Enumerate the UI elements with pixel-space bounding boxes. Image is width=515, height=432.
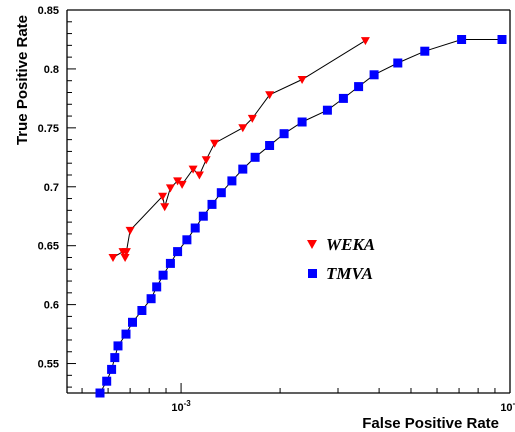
weka-point bbox=[108, 254, 118, 262]
weka-point bbox=[160, 203, 170, 212]
weka-line bbox=[112, 40, 366, 260]
legend-marker-tmva bbox=[308, 269, 317, 278]
weka-point bbox=[360, 37, 370, 46]
weka-point bbox=[238, 124, 248, 133]
legend-marker-weka bbox=[307, 240, 317, 249]
tmva-point bbox=[121, 329, 131, 339]
y-tick-label: 0.55 bbox=[38, 359, 59, 371]
x-axis-title: False Positive Rate bbox=[362, 415, 499, 432]
tmva-point bbox=[338, 93, 348, 103]
tmva-point bbox=[173, 247, 183, 257]
tmva-point bbox=[146, 294, 156, 304]
tmva-point bbox=[420, 46, 430, 56]
weka-point bbox=[247, 114, 257, 123]
tmva-point bbox=[107, 364, 117, 374]
weka-point bbox=[297, 76, 307, 84]
tmva-point bbox=[227, 176, 237, 186]
x-tick-label: 10-2 bbox=[500, 399, 515, 414]
tmva-point bbox=[207, 199, 217, 209]
tmva-point bbox=[265, 141, 275, 150]
weka-point bbox=[165, 184, 175, 193]
tmva-point bbox=[198, 211, 208, 221]
tmva-point bbox=[369, 70, 379, 80]
weka-point bbox=[125, 226, 135, 235]
tmva-point bbox=[322, 105, 332, 115]
weka-point bbox=[120, 254, 130, 262]
tmva-point bbox=[393, 58, 403, 68]
tmva-point bbox=[190, 223, 200, 233]
legend-label-weka: WEKA bbox=[326, 235, 375, 254]
y-tick-label: 0.6 bbox=[44, 300, 59, 312]
tmva-point bbox=[165, 258, 175, 268]
weka-point bbox=[201, 156, 211, 165]
x-ticks: 10-3 10-2 bbox=[81, 383, 515, 414]
tmva-point bbox=[128, 317, 137, 327]
tmva-point bbox=[497, 35, 507, 44]
tmva-point bbox=[152, 282, 162, 292]
y-tick-label: 0.85 bbox=[38, 5, 59, 17]
tmva-point bbox=[238, 164, 248, 174]
tmva-point bbox=[182, 235, 192, 245]
legend-label-tmva: TMVA bbox=[326, 264, 373, 283]
tmva-point bbox=[279, 129, 289, 139]
weka-point bbox=[173, 177, 183, 186]
tmva-line bbox=[99, 39, 502, 394]
tmva-point bbox=[457, 35, 467, 44]
y-tick-label: 0.65 bbox=[38, 241, 59, 253]
x-tick-label: 10-3 bbox=[171, 399, 191, 414]
tmva-point bbox=[110, 353, 120, 363]
y-ticks: 0.55 0.6 0.65 0.7 0.75 0.8 0.85 bbox=[38, 5, 76, 388]
tmva-point bbox=[354, 82, 364, 92]
y-axis-title: True Positive Rate bbox=[14, 15, 31, 145]
tmva-point bbox=[102, 376, 112, 386]
weka-point bbox=[121, 248, 131, 257]
weka-point bbox=[177, 180, 187, 189]
tmva-point bbox=[137, 306, 147, 315]
legend: WEKA TMVA bbox=[307, 235, 375, 283]
y-tick-label: 0.7 bbox=[44, 182, 59, 194]
weka-point bbox=[158, 192, 168, 201]
y-tick-label: 0.8 bbox=[44, 64, 59, 76]
tmva-point bbox=[216, 188, 226, 198]
tmva-point bbox=[297, 117, 307, 127]
tmva-point bbox=[95, 388, 105, 398]
tmva-point bbox=[158, 270, 168, 280]
weka-point bbox=[194, 171, 204, 180]
tmva-point bbox=[250, 152, 260, 162]
series-layer bbox=[95, 35, 507, 398]
y-tick-label: 0.75 bbox=[38, 123, 59, 135]
tmva-point bbox=[113, 341, 123, 351]
weka-point bbox=[210, 139, 220, 148]
weka-point bbox=[188, 165, 198, 174]
axes bbox=[66, 9, 511, 394]
weka-point bbox=[265, 91, 275, 100]
